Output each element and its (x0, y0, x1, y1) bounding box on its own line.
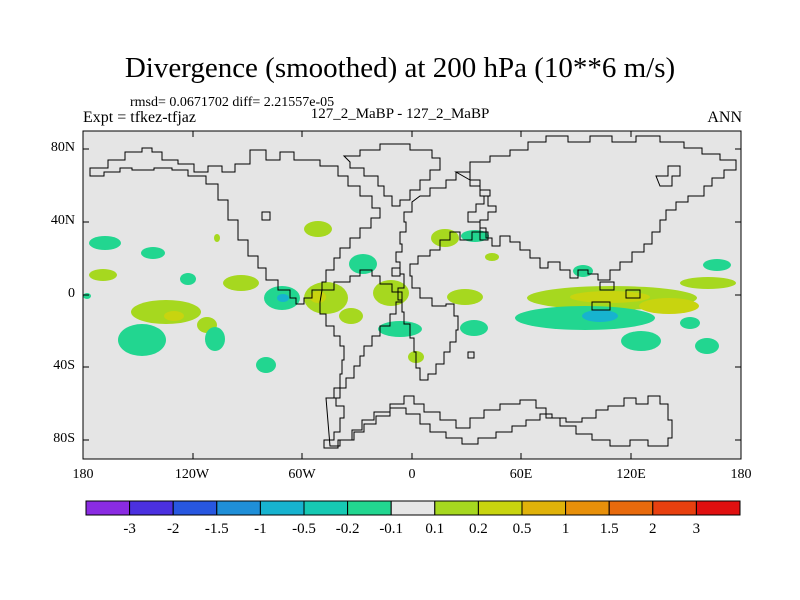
experiment-label: Expt = tfkez-tfjaz (83, 109, 196, 126)
contour-blob (205, 327, 225, 351)
contour-blob (639, 298, 699, 314)
north-america-outline (89, 147, 381, 305)
lon-label-120e: 120E (616, 467, 646, 482)
case-label: 127_2_MaBP - 127_2_MaBP (310, 106, 490, 122)
coastlines (89, 135, 737, 449)
contour-blob (83, 293, 91, 299)
south-america-outline (319, 269, 403, 399)
lat-label-0: 0 (68, 286, 75, 301)
contour-blob (695, 338, 719, 354)
colorbar-swatch (172, 500, 218, 516)
antarctica-outline (323, 395, 673, 449)
contour-blob (573, 265, 593, 277)
colorbar-label: 0.5 (513, 521, 532, 537)
lon-label-180w: 180 (72, 467, 94, 482)
contour-blob (310, 291, 326, 303)
axis-ticks (83, 131, 741, 459)
lat-label-80n: 80N (50, 140, 75, 155)
colorbar-swatch (390, 500, 436, 516)
contour-blob (89, 236, 121, 250)
contour-blob (680, 317, 700, 329)
asia-outline (454, 135, 737, 281)
colorbar-swatch (565, 500, 610, 516)
colorbar-label: 1 (562, 521, 570, 537)
colorbar-swatch (652, 500, 697, 516)
contour-blob (164, 311, 184, 321)
contour-blob (214, 234, 220, 242)
colorbar-swatch (303, 500, 349, 516)
colorbar-swatch (347, 500, 392, 516)
colorbar-label: 3 (693, 521, 701, 537)
colorbar-label: 2 (649, 521, 657, 537)
contour-blob (582, 310, 618, 322)
contour-blob (680, 277, 736, 289)
lon-label-60w: 60W (288, 467, 316, 482)
plot-title: Divergence (smoothed) at 200 hPa (10**6 … (124, 52, 676, 84)
contour-blob (277, 294, 289, 302)
colorbar-label: -0.2 (336, 521, 360, 537)
colorbar-label: -2 (167, 521, 180, 537)
lon-label-120w: 120W (174, 467, 210, 482)
colorbar-swatch (477, 500, 523, 516)
contour-blob (621, 331, 661, 351)
colorbar-label: -0.1 (379, 521, 403, 537)
coastline-segment (479, 231, 489, 241)
colorbar-swatch (216, 500, 261, 516)
colorbar-label: -1 (254, 521, 267, 537)
coastline-segment (391, 267, 401, 277)
colorbar-swatch (695, 500, 741, 516)
lat-label-40n: 40N (50, 213, 75, 228)
colorbar-swatch (259, 500, 305, 516)
lat-label-40s: 40S (53, 358, 75, 373)
lon-label-60e: 60E (509, 467, 533, 482)
colorbar: -3 -2 -1.5 -1 -0.5 -0.2 -0.1 0.1 0.2 0.5 1 1.5 2 3 (85, 500, 741, 537)
contour-blob (349, 254, 377, 274)
contour-blob (431, 229, 459, 247)
lon-label-0: 0 (408, 467, 416, 482)
colorbar-swatch (85, 500, 131, 516)
contour-blob (447, 289, 483, 305)
colorbar-swatch (129, 500, 174, 516)
lat-label-80s: 80S (53, 431, 75, 446)
contour-blob (461, 230, 489, 242)
africa-europe-outline (395, 171, 491, 381)
contour-blob (141, 247, 165, 259)
contour-blob (118, 324, 166, 356)
contour-blob (89, 269, 117, 281)
contour-blob (570, 291, 650, 303)
contour-blob (304, 221, 332, 237)
contour-blob (460, 320, 488, 336)
coastline-segment (591, 301, 611, 311)
colorbar-label: -0.5 (292, 521, 316, 537)
colorbar-label: -3 (123, 521, 136, 537)
coastline-segment (655, 165, 681, 187)
coastline-segment (467, 351, 475, 359)
contour-blob (339, 308, 363, 324)
colorbar-label: 1.5 (600, 521, 619, 537)
colorbar-swatch (608, 500, 654, 516)
coastline-segment (599, 281, 615, 291)
contour-blob (180, 273, 196, 285)
contour-blob (703, 259, 731, 271)
colorbar-label: 0.2 (469, 521, 488, 537)
coastline-segment (625, 289, 641, 299)
contour-blob (131, 300, 201, 324)
colorbar-swatch (521, 500, 567, 516)
colorbar-label: 0.1 (425, 521, 444, 537)
contour-blob (256, 357, 276, 373)
contour-blob (485, 253, 499, 261)
coastline-segment (261, 211, 271, 221)
colorbar-swatch (434, 500, 479, 516)
contour-blob (223, 275, 259, 291)
season-label: ANN (707, 109, 742, 126)
colorbar-label: -1.5 (205, 521, 229, 537)
contour-blob (378, 321, 422, 337)
lon-label-180e: 180 (730, 467, 752, 482)
stats-line: rmsd= 0.0671702 diff= 2.21557e-05 (130, 95, 335, 110)
greenland-outline (342, 143, 441, 207)
